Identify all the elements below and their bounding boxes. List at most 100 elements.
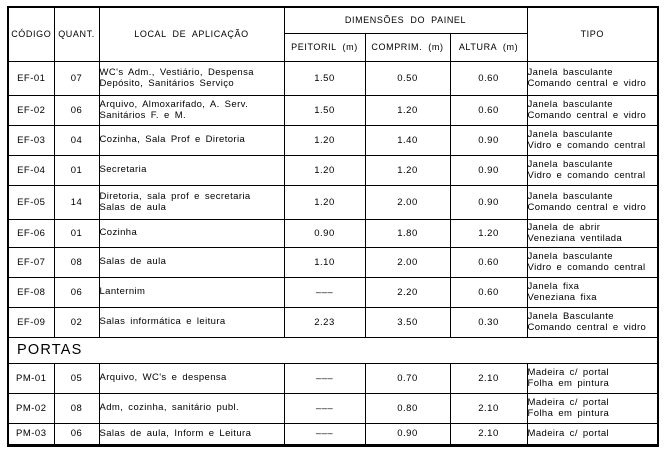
comprim-cell: 2.20 [364,276,451,308]
tipo-line-1: Madeira c/ portal [527,366,610,378]
codigo-cell: EF-09 [7,306,55,338]
comprim-cell: 1.80 [364,218,451,248]
tipo-line-2: Comando central e vidro [527,110,647,121]
tipo-cell: Janela basculante Vidro e comando central [526,124,659,156]
altura-cell: 2.10 [449,362,528,394]
local-line-2: Salas de aula [99,202,167,213]
local-line-1: Salas de aula [99,256,167,268]
quant-cell: 01 [53,218,100,248]
table-row-ef-06: EF-06 01 Cozinha 0.90 1.80 1.20 Janela d… [7,218,659,248]
codigo-cell: EF-06 [7,218,55,248]
local-line-1: Cozinha [99,227,138,239]
table-row-ef-09: EF-09 02 Salas informática e leitura 2.2… [7,306,659,338]
tipo-line-1: Janela basculante [527,66,613,78]
tipo-line-1: Janela basculante [527,128,613,140]
altura-cell: 2.10 [449,422,528,446]
tipo-cell: Madeira c/ portal Folha em pintura [526,392,659,424]
local-cell: Arquivo, Almoxarifado, A. Serv. Sanitário… [98,94,285,126]
altura-cell: 0.90 [449,154,528,186]
tipo-cell: Janela fixa Veneziana fixa [526,276,659,308]
local-cell: Salas de aula [98,246,285,278]
codigo-cell: EF-03 [7,124,55,156]
table-row-ef-03: EF-03 04 Cozinha, Sala Prof e Diretoria … [7,124,659,156]
tipo-line-2: Folha em pintura [527,378,610,389]
altura-cell: 1.20 [449,218,528,248]
local-line-1: Arquivo, WC's e despensa [99,372,227,384]
codigo-cell: PM-01 [7,362,55,394]
tipo-line-2: Comando central e vidro [527,202,647,213]
table-row-pm-01: PM-01 05 Arquivo, WC's e despensa ––– 0.… [7,362,659,394]
quant-cell: 04 [53,124,100,156]
altura-cell: 0.90 [449,124,528,156]
tipo-line-1: Janela basculante [527,250,613,262]
quant-cell: 06 [53,94,100,126]
esquadrias-schedule-table: CÓDIGO QUANT. LOCAL DE APLICAÇÃO DIMENSÕ… [7,6,660,447]
local-line-1: Cozinha, Sala Prof e Diretoria [99,134,246,146]
local-cell: WC's Adm., Vestiário, Despensa Depósito, … [98,60,285,96]
comprim-cell: 2.00 [364,184,451,220]
comprim-cell: 1.20 [364,94,451,126]
local-cell: Cozinha, Sala Prof e Diretoria [98,124,285,156]
altura-cell: 0.30 [449,306,528,338]
tipo-cell: Madeira c/ portal Folha em pintura [526,362,659,394]
tipo-line-2: Folha em pintura [527,408,610,419]
tipo-line-1: Madeira c/ portal [527,427,610,439]
codigo-cell: EF-02 [7,94,55,126]
comprim-cell: 0.80 [364,392,451,424]
local-cell: Lanternim [98,276,285,308]
tipo-line-2: Veneziana fixa [527,292,597,303]
tipo-cell: Janela basculante Comando central e vidro [526,184,659,220]
local-cell: Salas informática e leitura [98,306,285,338]
quant-cell: 02 [53,306,100,338]
table-row-ef-04: EF-04 01 Secretaria 1.20 1.20 0.90 Janel… [7,154,659,186]
tipo-line-2: Vidro e comando central [527,170,646,181]
tipo-line-1: Janela basculante [527,98,613,110]
peitoril-cell: 1.10 [283,246,366,278]
local-cell: Salas de aula, Inform e Leitura [98,422,285,446]
tipo-cell: Janela basculante Comando central e vidro [526,94,659,126]
table-row-ef-05: EF-05 14 Diretoria, sala prof e secretar… [7,184,659,220]
local-cell: Arquivo, WC's e despensa [98,362,285,394]
col-header-codigo: CÓDIGO [7,6,55,62]
codigo-cell: EF-01 [7,60,55,96]
peitoril-cell: 0.90 [283,218,366,248]
quant-cell: 07 [53,60,100,96]
tipo-line-2: Vidro e comando central [527,262,646,273]
local-line-1: Diretoria, sala prof e secretaria [99,190,251,202]
peitoril-cell: ––– [283,422,366,446]
comprim-cell: 0.70 [364,362,451,394]
tipo-cell: Janela Basculante Comando central e vidro [526,306,659,338]
quant-cell: 01 [53,154,100,186]
codigo-cell: EF-07 [7,246,55,278]
local-cell: Cozinha [98,218,285,248]
tipo-line-1: Janela basculante [527,190,613,202]
tipo-line-2: Vidro e comando central [527,140,646,151]
altura-cell: 0.60 [449,246,528,278]
col-header-tipo: TIPO [526,6,659,62]
local-cell: Adm, cozinha, sanitário publ. [98,392,285,424]
local-line-1: WC's Adm., Vestiário, Despensa [99,66,254,78]
quant-cell: 08 [53,392,100,424]
quant-cell: 08 [53,246,100,278]
peitoril-cell: 1.50 [283,94,366,126]
peitoril-cell: ––– [283,276,366,308]
codigo-cell: EF-05 [7,184,55,220]
local-cell: Diretoria, sala prof e secretaria Salas d… [98,184,285,220]
col-header-comprim: COMPRIM. (m) [364,32,451,62]
local-line-2: Depósito, Sanitários Serviço [99,78,235,89]
col-header-altura: ALTURA (m) [449,32,528,62]
col-header-dimensoes: DIMENSÕES DO PAINEL [283,6,528,34]
local-line-1: Salas informática e leitura [99,316,226,328]
tipo-line-1: Janela de abrir [527,221,601,233]
quant-cell: 14 [53,184,100,220]
local-line-1: Arquivo, Almoxarifado, A. Serv. [99,98,249,110]
altura-cell: 0.60 [449,94,528,126]
local-line-1: Lanternim [99,286,146,298]
comprim-cell: 3.50 [364,306,451,338]
codigo-cell: PM-02 [7,392,55,424]
tipo-line-2: Comando central e vidro [527,78,647,89]
tipo-cell: Janela de abrir Veneziana ventilada [526,218,659,248]
table-row-ef-08: EF-08 06 Lanternim ––– 2.20 0.60 Janela … [7,276,659,308]
tipo-cell: Janela basculante Vidro e comando central [526,246,659,278]
section-portas-label: PORTAS [7,336,659,364]
